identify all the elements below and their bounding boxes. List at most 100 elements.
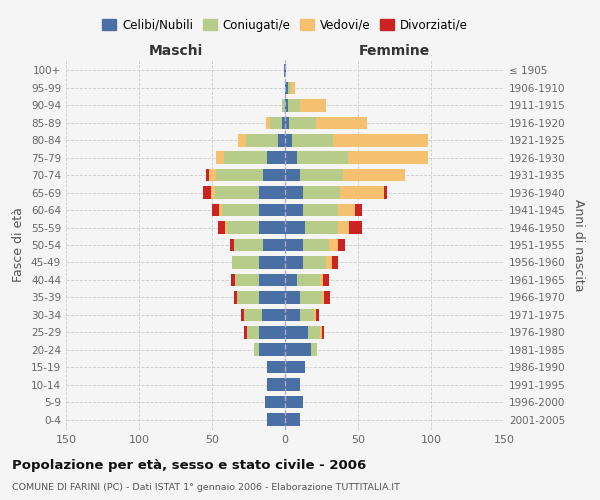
Bar	[259, 326, 285, 338]
Bar	[278, 134, 285, 146]
Bar	[282, 116, 285, 129]
Bar	[285, 256, 302, 268]
Bar	[285, 134, 292, 146]
Bar	[285, 204, 302, 216]
Bar	[285, 152, 296, 164]
Bar	[282, 99, 285, 112]
Bar	[291, 82, 295, 94]
Bar	[285, 396, 302, 408]
Bar	[263, 169, 285, 181]
Bar	[268, 413, 285, 426]
Bar	[285, 222, 305, 234]
Bar	[259, 186, 285, 199]
Bar	[325, 291, 330, 304]
Bar	[384, 186, 387, 199]
Bar	[284, 64, 285, 77]
Bar	[268, 361, 285, 374]
Bar	[227, 222, 259, 234]
Bar	[299, 308, 314, 321]
Bar	[211, 186, 215, 199]
Bar	[230, 238, 234, 252]
Bar	[285, 64, 286, 77]
Bar	[305, 222, 338, 234]
Bar	[268, 152, 285, 164]
Bar	[262, 308, 285, 321]
Bar	[285, 116, 289, 129]
Bar	[323, 274, 329, 286]
Bar	[285, 344, 311, 356]
Bar	[302, 238, 329, 252]
Bar	[289, 116, 316, 129]
Bar	[266, 116, 271, 129]
Bar	[299, 291, 322, 304]
Bar	[320, 274, 323, 286]
Bar	[244, 308, 262, 321]
Bar	[215, 186, 259, 199]
Bar	[338, 238, 345, 252]
Bar	[220, 204, 222, 216]
Bar	[311, 344, 317, 356]
Bar	[285, 378, 299, 391]
Bar	[232, 256, 259, 268]
Bar	[217, 152, 224, 164]
Bar	[285, 326, 308, 338]
Bar	[235, 274, 259, 286]
Bar	[349, 222, 362, 234]
Bar	[237, 291, 259, 304]
Text: Femmine: Femmine	[359, 44, 430, 59]
Bar	[254, 344, 259, 356]
Bar	[355, 204, 362, 216]
Bar	[268, 378, 285, 391]
Bar	[259, 291, 285, 304]
Bar	[259, 274, 285, 286]
Bar	[206, 169, 209, 181]
Y-axis label: Anni di nascita: Anni di nascita	[572, 198, 585, 291]
Bar	[302, 204, 338, 216]
Bar	[259, 344, 285, 356]
Bar	[203, 186, 211, 199]
Bar	[271, 116, 282, 129]
Text: Popolazione per età, sesso e stato civile - 2006: Popolazione per età, sesso e stato civil…	[12, 460, 366, 472]
Bar	[296, 152, 348, 164]
Y-axis label: Fasce di età: Fasce di età	[13, 208, 25, 282]
Bar	[259, 222, 285, 234]
Bar	[288, 82, 291, 94]
Bar	[234, 238, 263, 252]
Bar	[234, 291, 237, 304]
Bar	[320, 326, 322, 338]
Bar	[340, 186, 384, 199]
Bar	[285, 169, 299, 181]
Bar	[244, 326, 247, 338]
Bar	[285, 361, 305, 374]
Bar	[316, 116, 367, 129]
Text: COMUNE DI FARINI (PC) - Dati ISTAT 1° gennaio 2006 - Elaborazione TUTTITALIA.IT: COMUNE DI FARINI (PC) - Dati ISTAT 1° ge…	[12, 484, 400, 492]
Bar	[299, 169, 343, 181]
Bar	[316, 308, 319, 321]
Bar	[288, 99, 299, 112]
Bar	[238, 134, 245, 146]
Bar	[245, 134, 278, 146]
Bar	[231, 274, 235, 286]
Bar	[292, 134, 333, 146]
Bar	[285, 186, 302, 199]
Bar	[338, 204, 355, 216]
Bar	[224, 152, 268, 164]
Legend: Celibi/Nubili, Coniugati/e, Vedovi/e, Divorziati/e: Celibi/Nubili, Coniugati/e, Vedovi/e, Di…	[97, 14, 473, 36]
Bar	[296, 274, 320, 286]
Bar	[302, 256, 326, 268]
Bar	[322, 326, 325, 338]
Bar	[343, 169, 405, 181]
Bar	[322, 291, 325, 304]
Bar	[217, 169, 263, 181]
Bar	[263, 238, 285, 252]
Bar	[285, 413, 299, 426]
Bar	[285, 291, 299, 304]
Bar	[222, 204, 259, 216]
Bar	[302, 186, 340, 199]
Bar	[329, 238, 338, 252]
Bar	[299, 99, 326, 112]
Bar	[285, 274, 296, 286]
Bar	[247, 326, 259, 338]
Bar	[225, 222, 227, 234]
Bar	[285, 308, 299, 321]
